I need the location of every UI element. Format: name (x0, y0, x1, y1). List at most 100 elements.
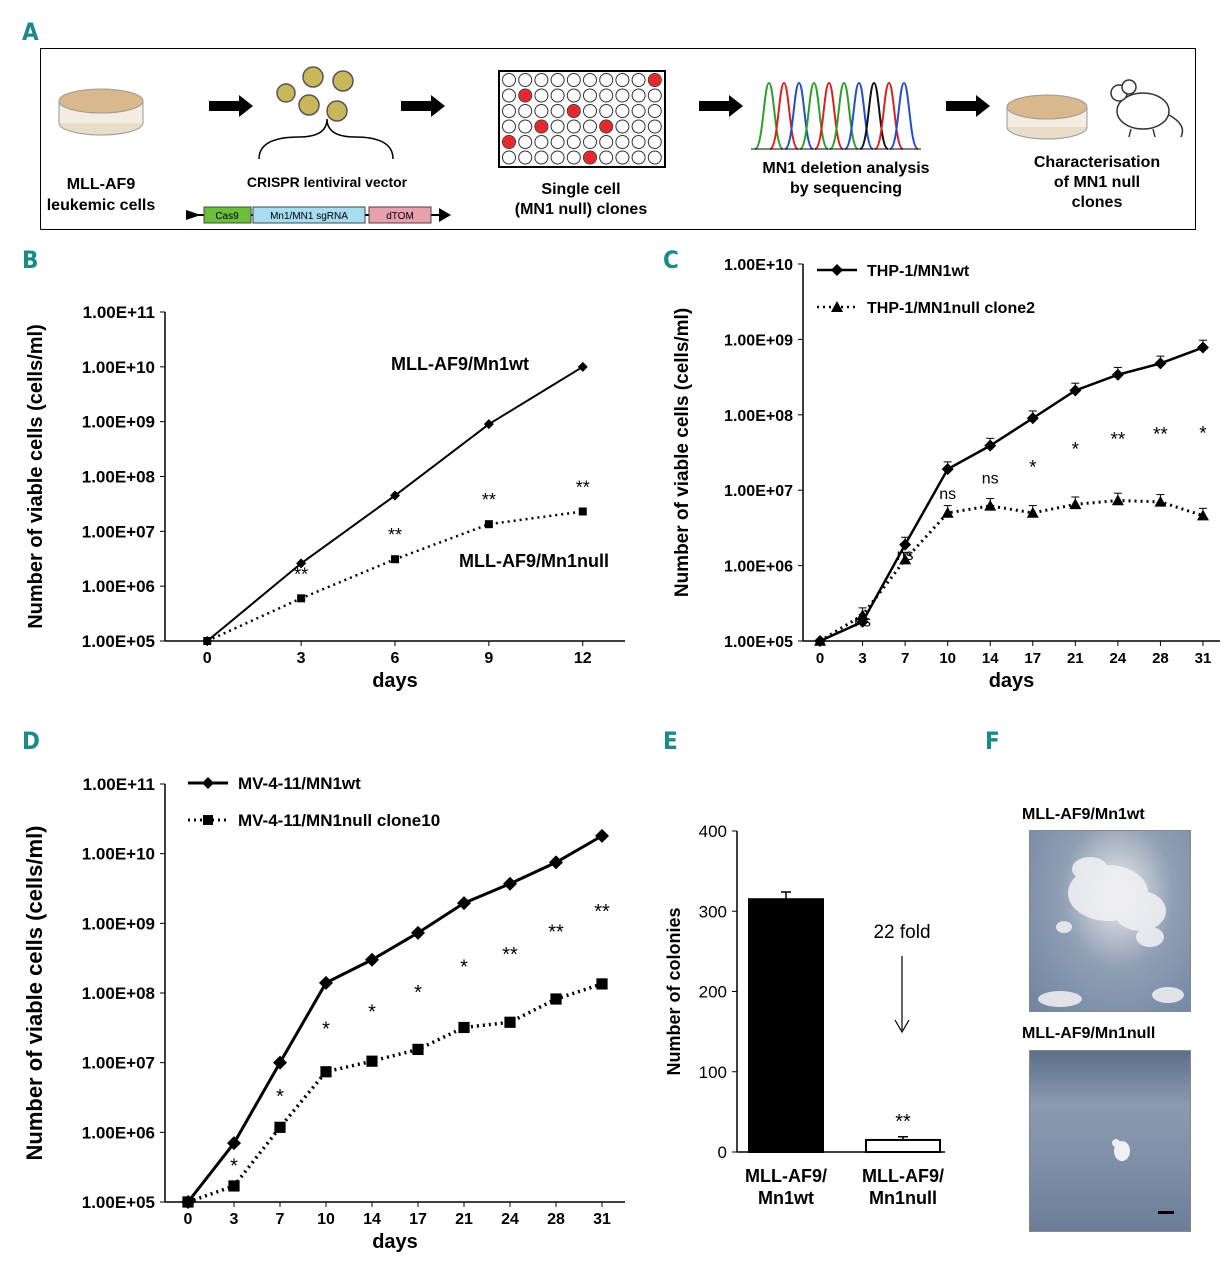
data-point-2 (182, 1196, 194, 1208)
step4-line1: MN1 deletion analysis (762, 160, 929, 177)
petri-dish-icon (58, 88, 144, 136)
well (583, 73, 597, 87)
colony-photo-null (1029, 1050, 1191, 1232)
series-line-1 (819, 346, 1204, 643)
significance-marker: * (414, 982, 422, 1004)
data-point-2 (297, 594, 306, 603)
workflow-schematic: MLL-AF9 leukemic cells CRISPR lentiviral… (40, 48, 1196, 230)
chromatogram-peak (769, 81, 799, 150)
y-tick-label: 1.00E+09 (724, 332, 793, 349)
data-point-2 (899, 553, 912, 565)
chromatogram-peak (874, 81, 904, 150)
chromatogram-peak (784, 81, 814, 150)
y-tick-label: 1.00E+09 (82, 914, 155, 933)
x-tick-label: 21 (1067, 650, 1084, 667)
y-tick-label: 1.00E+07 (82, 1054, 155, 1073)
y-tick-label: 1.00E+06 (82, 1123, 155, 1142)
well (502, 104, 516, 118)
y-tick-label: 1.00E+10 (82, 845, 155, 864)
data-point-1 (984, 439, 997, 452)
data-point-2 (1196, 509, 1209, 521)
chart-d: 1.00E+05 1.00E+06 1.00E+07 1.00E+08 1.00E+09… (22, 774, 625, 1253)
significance-marker: ** (502, 944, 518, 966)
significance-marker: ns (854, 613, 871, 630)
data-point-2 (391, 555, 399, 564)
x-tick-label: 10 (317, 1211, 335, 1228)
data-point-2 (366, 1055, 378, 1067)
data-point-2 (458, 1021, 470, 1034)
data-point-1 (390, 490, 400, 501)
x-tick-label: 3 (858, 650, 866, 667)
well (647, 119, 662, 134)
y-tick-label: 1.00E+11 (83, 775, 155, 794)
step5-line3: clones (1072, 194, 1123, 211)
data-point-2 (1111, 494, 1124, 506)
legend-label-2: THP-1/MN1null clone2 (867, 300, 1035, 317)
well (518, 119, 533, 134)
x-tick-label: 7 (901, 650, 909, 667)
chromatogram-peak (814, 81, 844, 150)
y-tick-label: 1.00E+10 (724, 257, 793, 274)
significance-marker: ** (1153, 425, 1168, 446)
panel-f-label-top: MLL-AF9/Mn1wt (1022, 806, 1145, 823)
x-tick-label: 17 (1024, 650, 1041, 667)
y-tick-label: 1.00E+08 (82, 984, 155, 1003)
significance-marker: ** (548, 922, 564, 944)
x-axis-title: days (372, 1231, 418, 1253)
well (615, 88, 630, 103)
x-tick-label: 28 (547, 1211, 565, 1228)
significance-marker: ** (388, 525, 402, 545)
significance-marker: ** (594, 901, 610, 923)
well (599, 104, 614, 118)
well (566, 135, 581, 149)
data-point-1 (1111, 368, 1124, 381)
y-axis-title: Number of viable cells (cells/ml) (22, 825, 47, 1160)
y-tick-label: 1.00E+06 (82, 577, 155, 596)
arrow-icon (946, 95, 990, 117)
data-point-2 (412, 1043, 424, 1056)
well (647, 135, 662, 149)
well (518, 135, 533, 149)
y-axis-title: Number of viable cells (cells/ml) (672, 308, 693, 597)
series-label-1: MLL-AF9/Mn1wt (391, 354, 529, 374)
step1-line2: leukemic cells (47, 197, 156, 214)
step4-line2: by sequencing (790, 180, 902, 197)
series-label-2: MLL-AF9/Mn1null (459, 551, 609, 571)
y-tick-label: 200 (699, 983, 727, 1002)
series-line-1 (206, 365, 584, 642)
series-line-2 (187, 982, 603, 1204)
y-tick-label: 1.00E+05 (82, 1193, 155, 1212)
significance-marker: ** (576, 477, 590, 497)
legend-label-2: MV-4-11/MN1null clone10 (238, 811, 440, 830)
arrow-icon (699, 95, 743, 117)
x-tick-label: 31 (1195, 650, 1212, 667)
well (631, 135, 646, 149)
data-point-2 (814, 635, 827, 646)
step5-line2: of MN1 null (1054, 174, 1140, 191)
significance-marker: ** (895, 1111, 911, 1133)
positive-clone-well (600, 120, 613, 133)
well (550, 104, 565, 118)
y-tick-label: 1.00E+09 (82, 413, 155, 432)
y-tick-label: 1.00E+07 (724, 483, 793, 500)
significance-marker: * (368, 1001, 376, 1023)
x-axis-title: days (989, 670, 1035, 692)
x-tick-label: 3 (230, 1211, 239, 1228)
data-point-2 (1154, 495, 1167, 507)
legend-marker (203, 815, 213, 825)
brace-icon (258, 118, 394, 160)
y-tick-label: 1.00E+06 (724, 559, 793, 576)
x-tick-label: Mn1null (869, 1188, 937, 1208)
step3-line1: Single cell (541, 181, 620, 198)
well (631, 119, 646, 134)
well (534, 150, 549, 165)
data-point-1 (273, 1055, 287, 1070)
well (550, 135, 565, 149)
x-tick-label: 10 (939, 650, 956, 667)
data-point-1 (457, 896, 471, 911)
mouse-icon (1110, 79, 1184, 138)
series-line-1 (186, 834, 603, 1203)
chromatogram-peak (754, 81, 784, 150)
well (599, 73, 614, 87)
data-point-2 (596, 978, 608, 990)
